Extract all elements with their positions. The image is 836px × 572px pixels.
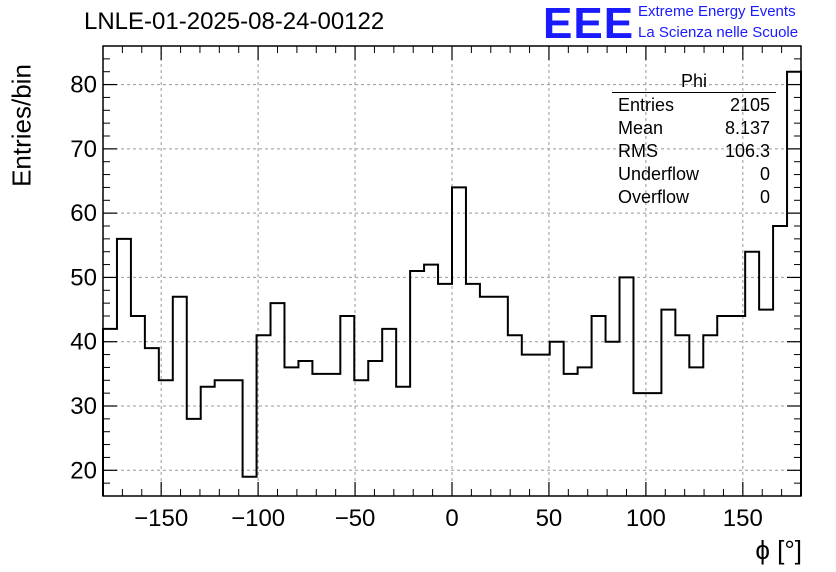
- logo-subtitle-2: La Scienza nelle Scuole: [638, 24, 799, 41]
- histogram-bin: [326, 374, 340, 496]
- histogram-bin: [550, 342, 564, 496]
- histogram-bin: [759, 310, 773, 496]
- x-tick-label: 50: [536, 505, 563, 532]
- y-tick-label: 60: [70, 200, 97, 227]
- histogram-bin: [187, 419, 201, 496]
- x-tick-label: 100: [626, 505, 666, 532]
- logo-subtitle-1: Extreme Energy Events: [638, 3, 796, 20]
- histogram-bin: [620, 277, 634, 496]
- stats-label: Underflow: [618, 164, 700, 184]
- x-tick-label: −100: [231, 505, 285, 532]
- histogram-bin: [424, 265, 438, 496]
- histogram-bin: [145, 348, 159, 496]
- histogram-bin: [257, 335, 271, 496]
- stats-row-entries: Entries 2105: [612, 94, 776, 117]
- stats-value: 0: [759, 187, 770, 207]
- histogram-bin: [368, 361, 382, 496]
- y-tick-label: 70: [70, 136, 97, 163]
- stats-row-rms: RMS 106.3: [612, 140, 776, 163]
- stats-name: Phi: [612, 72, 776, 93]
- histogram-bin: [522, 355, 536, 496]
- y-tick-label: 20: [70, 457, 97, 484]
- x-tick-label: 0: [445, 505, 458, 532]
- histogram-bin: [271, 303, 285, 496]
- histogram-bin: [480, 297, 494, 496]
- stats-label: RMS: [618, 141, 658, 161]
- histogram-bin: [508, 335, 522, 496]
- stats-value: 0: [759, 164, 770, 184]
- stats-value: 8.137: [724, 118, 770, 138]
- histogram-bin: [787, 72, 801, 496]
- histogram-bin: [173, 297, 187, 496]
- histogram-bin: [564, 374, 578, 496]
- y-tick-label: 80: [70, 72, 97, 99]
- histogram-bin: [745, 252, 759, 496]
- histogram-bin: [773, 226, 787, 496]
- histogram-bin: [243, 477, 257, 496]
- histogram-bin: [159, 380, 173, 496]
- y-tick-label: 40: [70, 329, 97, 356]
- histogram-bin: [215, 380, 229, 496]
- histogram-bin: [494, 297, 508, 496]
- y-axis-label: Entries/bin: [6, 64, 37, 187]
- histogram-bin: [201, 387, 215, 496]
- x-tick-label: −50: [335, 505, 376, 532]
- histogram-bin: [117, 239, 131, 496]
- eee-logo: EEE: [543, 0, 635, 48]
- stats-label: Entries: [618, 95, 675, 115]
- histogram-bin: [452, 187, 466, 496]
- histogram-bin: [661, 310, 675, 496]
- histogram-bin: [410, 271, 424, 496]
- stats-value: 2105: [729, 95, 770, 115]
- histogram-bin: [703, 335, 717, 496]
- stats-value: 106.3: [724, 141, 770, 161]
- stats-label: Mean: [618, 118, 664, 138]
- chart-title: LNLE-01-2025-08-24-00122: [84, 8, 385, 35]
- histogram-bin: [675, 335, 689, 496]
- histogram-bin: [606, 342, 620, 496]
- histogram-bin: [284, 367, 298, 496]
- histogram-bin: [229, 380, 243, 496]
- y-tick-label: 50: [70, 264, 97, 291]
- stats-row-overflow: Overflow 0: [612, 186, 776, 209]
- histogram-bin: [340, 316, 354, 496]
- histogram-bin: [396, 387, 410, 496]
- histogram-bin: [633, 393, 647, 496]
- histogram-bin: [382, 329, 396, 496]
- histogram-bin: [731, 316, 745, 496]
- histogram-bin: [578, 367, 592, 496]
- histogram-bin: [592, 316, 606, 496]
- histogram-bin: [647, 393, 661, 496]
- histogram-bin: [131, 316, 145, 496]
- histogram-bin: [466, 284, 480, 496]
- histogram-bin: [717, 316, 731, 496]
- stats-row-mean: Mean 8.137: [612, 117, 776, 140]
- stats-row-underflow: Underflow 0: [612, 163, 776, 186]
- histogram-bin: [298, 361, 312, 496]
- histogram-bin: [438, 284, 452, 496]
- stats-label: Overflow: [618, 187, 690, 207]
- histogram-bin: [312, 374, 326, 496]
- x-tick-label: −150: [134, 505, 188, 532]
- x-tick-label: 150: [723, 505, 763, 532]
- histogram-outline: [102, 70, 802, 496]
- histogram-bin: [689, 367, 703, 496]
- histogram-bin: [103, 329, 117, 496]
- x-axis-label: ϕ [°]: [755, 535, 802, 565]
- y-tick-label: 30: [70, 393, 97, 420]
- histogram-bin: [536, 355, 550, 496]
- stats-box: Phi Entries 2105 Mean 8.137 RMS 106.3 Un…: [612, 72, 776, 209]
- histogram-bin: [354, 380, 368, 496]
